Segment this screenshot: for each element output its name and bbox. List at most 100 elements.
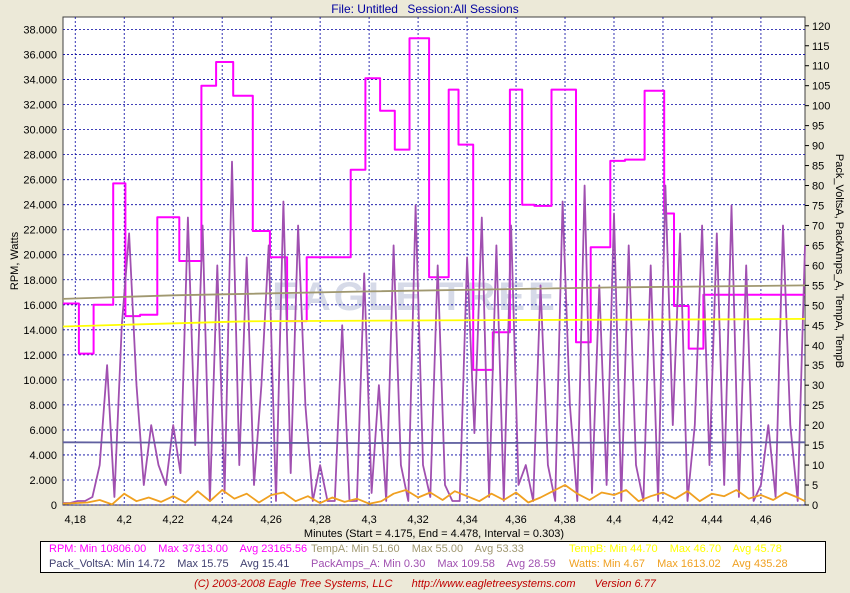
x-tick-label: 4,34 [456, 514, 477, 526]
stat-packvolts-min: Pack_VoltsA: Min 14.72 [49, 558, 166, 570]
session-label: Session:All Sessions [407, 2, 519, 16]
stat-packamps-min: PackAmps_A: Min 0.30 [311, 558, 426, 570]
stat-watts-avg: Avg 435.28 [732, 558, 788, 570]
y2-tick-label: 35 [812, 360, 824, 372]
series-line-rpm [63, 37, 805, 371]
y2-tick-label: 95 [812, 121, 824, 133]
file-label: File: Untitled [331, 2, 398, 16]
stat-rpm-max: Max 37313.00 [158, 543, 228, 555]
y-tick-label: 4.000 [29, 450, 57, 462]
y-tick-label: 2.000 [29, 475, 57, 487]
y2-tick-label: 100 [812, 101, 830, 113]
stat-rpm-avg: Avg 23165.56 [239, 543, 308, 555]
x-tick-label: 4,46 [750, 514, 771, 526]
stat-packvolts-avg: Avg 15.41 [240, 558, 290, 570]
y-tick-label: 28.000 [23, 150, 57, 162]
stat-rpm-min: RPM: Min 10806.00 [49, 543, 147, 555]
y2-tick-label: 5 [812, 480, 818, 492]
y-tick-label: 20.000 [23, 250, 57, 262]
y2-tick-label: 25 [812, 400, 824, 412]
series-line-tempb [62, 318, 806, 328]
y2-tick-label: 55 [812, 280, 824, 292]
stats-row-2: Pack_VoltsA: Min 14.72 Max 15.75 Avg 15.… [41, 557, 825, 572]
y-tick-label: 24.000 [23, 200, 57, 212]
stat-watts-min: Watts: Min 4.67 [569, 558, 646, 570]
x-tick-label: 4,2 [117, 514, 132, 526]
y2-tick-label: 15 [812, 440, 824, 452]
stat-tempa-max: Max 55.00 [411, 543, 464, 555]
stat-tempa-avg: Avg 53.33 [474, 543, 524, 555]
x-axis-label: Minutes (Start = 4.175, End = 4.478, Int… [304, 528, 564, 540]
website-link[interactable]: http://www.eagletreesystems.com [411, 578, 576, 590]
y2-tick-label: 120 [812, 21, 830, 33]
x-tick-label: 4,22 [162, 514, 183, 526]
chart-title: File: Untitled Session:All Sessions [0, 2, 850, 16]
stat-packvolts: Pack_VoltsA: Min 14.72 Max 15.75 Avg 15.… [49, 557, 298, 572]
stat-packamps-avg: Avg 28.59 [506, 558, 556, 570]
x-tick-label: 4,26 [260, 514, 281, 526]
x-tick-label: 4,36 [505, 514, 526, 526]
copyright-text: (C) 2003-2008 Eagle Tree Systems, LLC [194, 578, 393, 590]
y-tick-label: 12.000 [23, 350, 57, 362]
y-tick-label: 16.000 [23, 300, 57, 312]
y2-tick-label: 40 [812, 340, 824, 352]
y2-tick-label: 110 [812, 61, 830, 73]
y2-tick-label: 75 [812, 200, 824, 212]
y-tick-label: 10.000 [23, 375, 57, 387]
y-axis-label: RPM, Watts [9, 231, 21, 290]
series-line-tempa [62, 284, 806, 300]
stat-watts-max: Max 1613.02 [657, 558, 721, 570]
y-tick-label: 26.000 [23, 175, 57, 187]
y-tick-label: 8.000 [29, 400, 57, 412]
x-tick-label: 4,4 [606, 514, 621, 526]
y2-tick-label: 10 [812, 460, 824, 472]
y2-tick-label: 65 [812, 240, 824, 252]
y2-tick-label: 60 [812, 260, 824, 272]
x-tick-label: 4,28 [309, 514, 330, 526]
y2-tick-label: 80 [812, 181, 824, 193]
stat-packvolts-max: Max 15.75 [177, 558, 229, 570]
x-tick-label: 4,38 [554, 514, 575, 526]
y-tick-label: 22.000 [23, 225, 57, 237]
stats-row-1: RPM: Min 10806.00 Max 37313.00 Avg 23165… [41, 542, 825, 557]
y2-tick-label: 50 [812, 300, 824, 312]
stat-rpm: RPM: Min 10806.00 Max 37313.00 Avg 23165… [49, 542, 316, 557]
stat-tempa-min: TempA: Min 51.60 [311, 543, 400, 555]
y-tick-label: 14.000 [23, 325, 57, 337]
stat-tempb-min: TempB: Min 44.70 [569, 543, 658, 555]
y2-tick-label: 90 [812, 141, 824, 153]
y2-tick-label: 105 [812, 81, 830, 93]
y2-tick-label: 20 [812, 420, 824, 432]
stat-tempa: TempA: Min 51.60 Max 55.00 Avg 53.33 [311, 542, 533, 557]
y2-tick-label: 30 [812, 380, 824, 392]
footer: (C) 2003-2008 Eagle Tree Systems, LLC ht… [0, 578, 850, 590]
series-line-packamps-a [63, 160, 806, 504]
y2-tick-label: 115 [812, 41, 830, 53]
series-line-pack-voltsa [62, 441, 806, 444]
chart-area: EAGLE TREE 4,18 4,2 4,22 4,24 4,26 4,28 4,3 4,32… [9, 16, 845, 540]
y-tick-label: 32.000 [23, 100, 57, 112]
stat-packamps-max: Max 109.58 [437, 558, 495, 570]
y-tick-label: 18.000 [23, 275, 57, 287]
y-tick-label: 6.000 [29, 425, 57, 437]
y-tick-label: 30.000 [23, 125, 57, 137]
stats-panel: RPM: Min 10806.00 Max 37313.00 Avg 23165… [40, 541, 826, 573]
watermark-text: EAGLE TREE [272, 275, 558, 319]
version-text: Version 6.77 [594, 578, 656, 590]
stat-tempb-avg: Avg 45.78 [732, 543, 782, 555]
y-tick-label: 0 [51, 500, 57, 512]
x-tick-label: 4,32 [407, 514, 428, 526]
stat-tempb: TempB: Min 44.70 Max 46.70 Avg 45.78 [569, 542, 791, 557]
stat-watts: Watts: Min 4.67 Max 1613.02 Avg 435.28 [569, 557, 797, 572]
y2-axis-label: Pack_VoltsA, PackAmps_A, TempA, TempB [833, 154, 845, 368]
y-tick-label: 38.000 [23, 25, 57, 37]
stat-packamps: PackAmps_A: Min 0.30 Max 109.58 Avg 28.5… [311, 557, 565, 572]
y2-tick-label: 70 [812, 220, 824, 232]
y2-tick-label: 45 [812, 320, 824, 332]
x-tick-label: 4,18 [65, 514, 86, 526]
y2-tick-label: 85 [812, 161, 824, 173]
x-tick-label: 4,3 [361, 514, 376, 526]
stat-tempb-max: Max 46.70 [669, 543, 722, 555]
y2-tick-label: 0 [812, 500, 818, 512]
series-line-watts [62, 484, 806, 506]
